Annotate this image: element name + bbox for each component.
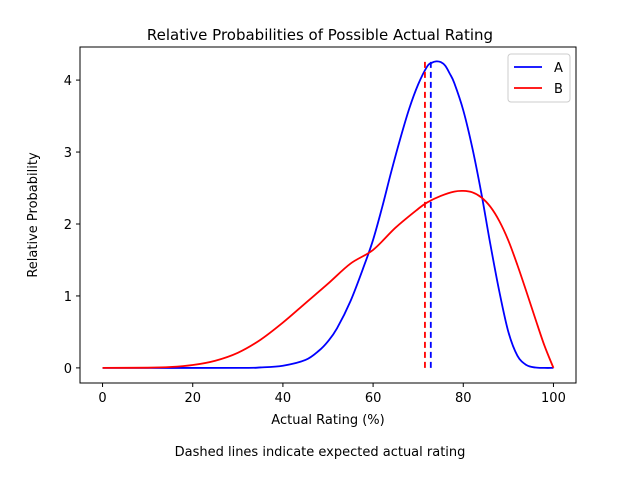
x-tick-label: 20 — [184, 391, 201, 406]
x-tick-label: 60 — [365, 391, 382, 406]
plot-area — [102, 60, 555, 369]
chart-caption: Dashed lines indicate expected actual ra… — [175, 445, 466, 460]
series-line-A — [102, 60, 554, 369]
y-axis: 0 1 2 3 4 — [64, 74, 80, 377]
y-axis-label: Relative Probability — [26, 152, 41, 278]
series-line-B — [102, 189, 555, 369]
legend-box — [507, 53, 571, 103]
x-tick-label: 0 — [98, 391, 106, 406]
chart-title: Relative Probabilities of Possible Actua… — [147, 26, 493, 44]
y-tick-label: 3 — [64, 146, 72, 161]
x-tick-label: 100 — [541, 391, 566, 406]
x-axis-label: Actual Rating (%) — [271, 413, 384, 428]
legend: AB — [507, 53, 571, 103]
plot-frame — [79, 46, 577, 384]
legend-label-B: B — [554, 82, 563, 97]
x-tick-label: 40 — [275, 391, 292, 406]
legend-label-A: A — [554, 61, 563, 76]
y-tick-label: 1 — [64, 290, 72, 305]
x-tick-label: 80 — [455, 391, 472, 406]
y-tick-label: 2 — [64, 218, 72, 233]
x-axis: 0 20 40 60 80 100 — [98, 383, 566, 406]
y-tick-label: 4 — [64, 74, 72, 89]
y-tick-label: 0 — [64, 362, 72, 377]
